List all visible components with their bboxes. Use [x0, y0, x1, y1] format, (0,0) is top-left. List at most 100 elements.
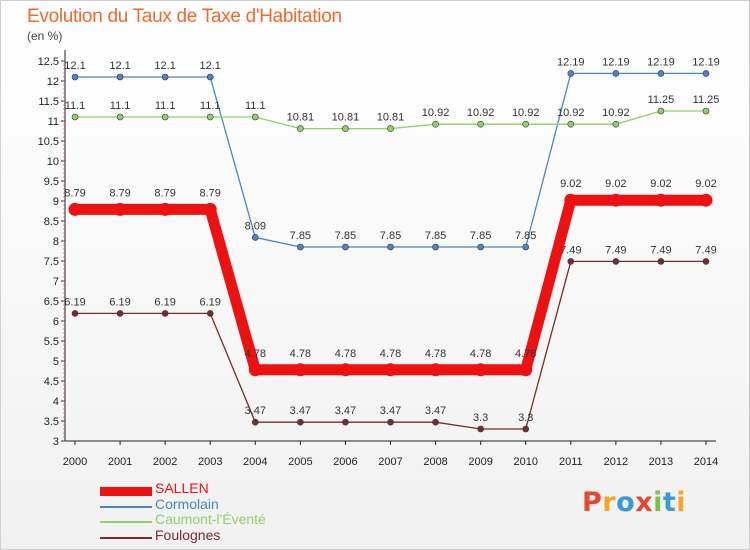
y-tick-label: 11.5	[38, 96, 59, 108]
legend-swatch	[100, 537, 152, 539]
data-label: 7.85	[425, 230, 446, 242]
data-label: 6.19	[64, 296, 85, 308]
data-label: 3.47	[425, 405, 446, 417]
data-point	[522, 243, 530, 251]
data-point	[206, 73, 214, 81]
logo-letter: i	[676, 487, 687, 518]
data-label: 8.79	[154, 187, 175, 199]
data-point	[338, 363, 352, 377]
data-point	[206, 310, 214, 317]
data-point	[522, 425, 530, 433]
y-tick-label: 6	[53, 316, 59, 328]
x-tick-label: 2014	[694, 456, 718, 468]
x-tick-label: 2010	[513, 456, 537, 468]
data-point	[609, 193, 623, 207]
data-point	[161, 310, 169, 317]
data-point	[567, 120, 575, 128]
data-point	[612, 70, 620, 77]
y-tick-label: 9.5	[44, 176, 59, 188]
data-label: 10.81	[377, 112, 405, 124]
data-label: 7.85	[380, 230, 401, 242]
data-label: 4.78	[380, 348, 401, 360]
data-label: 12.1	[200, 60, 221, 72]
x-tick-label: 2013	[649, 456, 673, 468]
y-tick-label: 7	[53, 276, 59, 288]
y-tick-label: 10.5	[38, 136, 59, 148]
data-label: 3.47	[335, 405, 356, 417]
data-label: 12.1	[64, 60, 85, 72]
data-point	[567, 70, 575, 77]
data-label: 8.79	[64, 187, 85, 199]
data-label: 11.1	[245, 100, 266, 112]
data-label: 3.3	[518, 412, 533, 424]
data-point	[519, 363, 533, 377]
logo-letter: x	[635, 487, 654, 518]
data-point	[297, 125, 304, 132]
data-label: 4.78	[515, 348, 536, 360]
data-point	[384, 363, 397, 377]
data-label: 9.02	[650, 178, 671, 190]
data-point	[293, 363, 307, 377]
data-point	[297, 243, 304, 251]
data-label: 11.25	[693, 94, 720, 106]
data-point	[702, 258, 710, 265]
data-label: 6.19	[109, 296, 130, 308]
data-label: 4.78	[425, 348, 446, 360]
data-point	[612, 120, 620, 128]
data-point	[71, 113, 79, 121]
data-point	[342, 125, 349, 132]
x-tick-label: 2008	[423, 456, 447, 468]
data-label: 7.49	[695, 244, 716, 256]
data-point	[567, 258, 575, 265]
data-label: 7.49	[650, 244, 671, 256]
data-point	[432, 243, 439, 251]
data-point	[161, 73, 169, 81]
data-label: 3.3	[473, 412, 488, 424]
logo-letter: i	[653, 487, 663, 518]
legend-swatch	[100, 506, 152, 508]
logo-letter: t	[662, 487, 677, 518]
data-label: 10.92	[512, 107, 540, 119]
data-point	[251, 234, 259, 241]
data-label: 4.78	[335, 348, 356, 360]
data-label: 12.19	[647, 56, 675, 68]
x-tick-label: 2012	[604, 456, 628, 468]
data-point	[342, 243, 349, 251]
data-label: 3.47	[380, 405, 401, 417]
logo-letter: o	[616, 487, 636, 518]
series-line-Foulognes	[75, 260, 706, 430]
data-label: 3.47	[290, 405, 311, 417]
data-point	[657, 107, 665, 115]
data-point	[699, 193, 713, 207]
data-point	[702, 107, 710, 115]
y-tick-label: 8	[53, 236, 59, 248]
data-point	[522, 120, 530, 128]
data-label: 10.92	[467, 107, 495, 119]
data-point	[702, 70, 710, 77]
data-point	[68, 202, 82, 216]
x-tick-label: 2007	[378, 456, 402, 468]
data-point	[477, 120, 484, 128]
data-label: 8.79	[200, 187, 221, 199]
y-tick-label: 3	[53, 436, 59, 448]
chart-title: Evolution du Taux de Taxe d'Habitation	[27, 6, 342, 27]
data-point	[251, 113, 259, 121]
data-point	[116, 113, 124, 121]
data-point	[251, 418, 259, 426]
data-point	[387, 243, 394, 251]
x-tick-label: 2009	[468, 456, 492, 468]
legend-label: Cormolain	[155, 496, 219, 512]
x-tick-label: 2011	[559, 456, 583, 468]
data-label: 10.81	[287, 112, 315, 124]
data-label: 4.78	[245, 348, 266, 360]
data-point	[474, 363, 488, 377]
data-label: 10.92	[602, 107, 630, 119]
x-tick-label: 2005	[288, 456, 312, 468]
data-point	[161, 113, 169, 121]
y-tick-label: 11	[48, 116, 59, 128]
x-tick-label: 2001	[108, 456, 132, 468]
unit-label: (en %)	[27, 29, 63, 43]
data-label: 9.02	[695, 178, 716, 190]
